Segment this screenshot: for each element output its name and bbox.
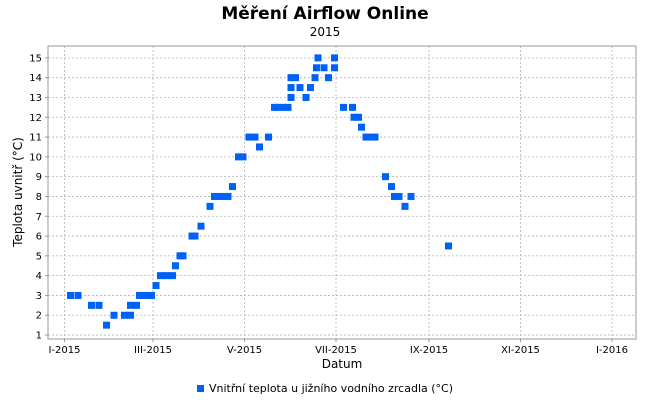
y-tick-label: 3 (36, 291, 42, 302)
y-tick-label: 1 (36, 331, 42, 342)
data-point (67, 291, 74, 299)
x-tick-label: XI-2015 (501, 345, 540, 356)
data-point (395, 192, 403, 200)
data-point (245, 133, 253, 141)
data-point (391, 192, 398, 200)
plot-frame (47, 45, 637, 340)
y-tick-label: 5 (36, 251, 42, 262)
data-point (296, 84, 304, 92)
y-tick-label: 9 (36, 172, 42, 183)
data-point (215, 192, 223, 200)
data-point (287, 74, 295, 82)
data-point (358, 123, 365, 131)
data-point (224, 192, 232, 200)
chart-subtitle: 2015 (309, 25, 341, 39)
data-point (314, 54, 322, 62)
data-point (152, 282, 160, 290)
y-tick-label: 7 (36, 212, 42, 223)
data-point (157, 272, 164, 280)
data-point (325, 74, 332, 82)
data-point (121, 311, 128, 319)
data-point (265, 133, 272, 141)
data-point (311, 74, 319, 82)
data-point (142, 291, 149, 299)
data-point (191, 232, 199, 240)
data-point (136, 291, 143, 299)
y-tick-label: 15 (29, 53, 42, 64)
data-point (197, 222, 205, 230)
data-point (127, 311, 134, 319)
grid-layer (48, 46, 636, 339)
legend-swatch (196, 385, 204, 392)
data-point (274, 103, 281, 111)
x-tick-label: VII-2015 (315, 345, 357, 356)
data-point (206, 202, 214, 210)
x-tick-label: IX-2015 (410, 345, 448, 356)
data-point (407, 192, 415, 200)
data-point (340, 103, 347, 111)
data-point (350, 113, 358, 121)
data-point (172, 262, 179, 270)
data-point (211, 192, 218, 200)
data-point (88, 301, 95, 309)
y-tick-label: 4 (36, 271, 42, 282)
data-point (307, 84, 314, 92)
y-tick-label: 13 (29, 93, 42, 104)
y-tick-label: 2 (36, 311, 42, 322)
x-tick-label: V-2015 (227, 345, 262, 356)
data-point (235, 153, 242, 161)
legend: Vnitřní teplota u jižního vodního zrcadl… (0, 382, 650, 395)
data-point (220, 192, 227, 200)
data-point (239, 153, 247, 161)
y-tick-label: 11 (29, 133, 42, 144)
data-point (169, 272, 176, 280)
y-axis-label: Teplota uvnitř (°C) (11, 137, 25, 248)
data-point (163, 272, 170, 280)
data-point (401, 202, 409, 210)
point-layer (67, 54, 452, 329)
x-axis-label: Datum (322, 357, 363, 371)
data-point (229, 183, 236, 191)
data-point (362, 133, 370, 141)
x-tick-label: I-2016 (596, 345, 628, 356)
data-point (331, 54, 338, 62)
data-point (280, 103, 287, 111)
data-point (292, 74, 299, 82)
data-point (349, 103, 356, 111)
y-tick-label: 8 (36, 192, 42, 203)
data-point (103, 321, 110, 329)
data-point (382, 173, 389, 181)
y-tick-label: 12 (29, 113, 42, 124)
data-point (74, 291, 82, 299)
data-point (133, 301, 140, 309)
data-point (445, 242, 452, 250)
x-tick-label: III-2015 (134, 345, 172, 356)
data-point (355, 113, 362, 121)
data-point (148, 291, 155, 299)
data-point (284, 103, 292, 111)
data-point (320, 64, 328, 72)
data-point (256, 143, 263, 151)
data-point (388, 183, 395, 191)
data-point (331, 64, 338, 72)
data-point (302, 93, 310, 101)
chart-title: Měření Airflow Online (221, 4, 429, 24)
y-tick-label: 10 (29, 152, 42, 163)
data-point (95, 301, 103, 309)
y-tick-label: 14 (29, 73, 42, 84)
data-point (313, 64, 320, 72)
data-point (287, 93, 295, 101)
data-point (371, 133, 379, 141)
x-tick-label: I-2015 (48, 345, 80, 356)
y-tick-label: 6 (36, 232, 42, 243)
data-point (127, 301, 134, 309)
data-point (287, 84, 295, 92)
data-point (179, 252, 187, 260)
data-point (251, 133, 259, 141)
legend-label: Vnitřní teplota u jižního vodního zrcadl… (208, 382, 454, 395)
data-point (110, 311, 118, 319)
